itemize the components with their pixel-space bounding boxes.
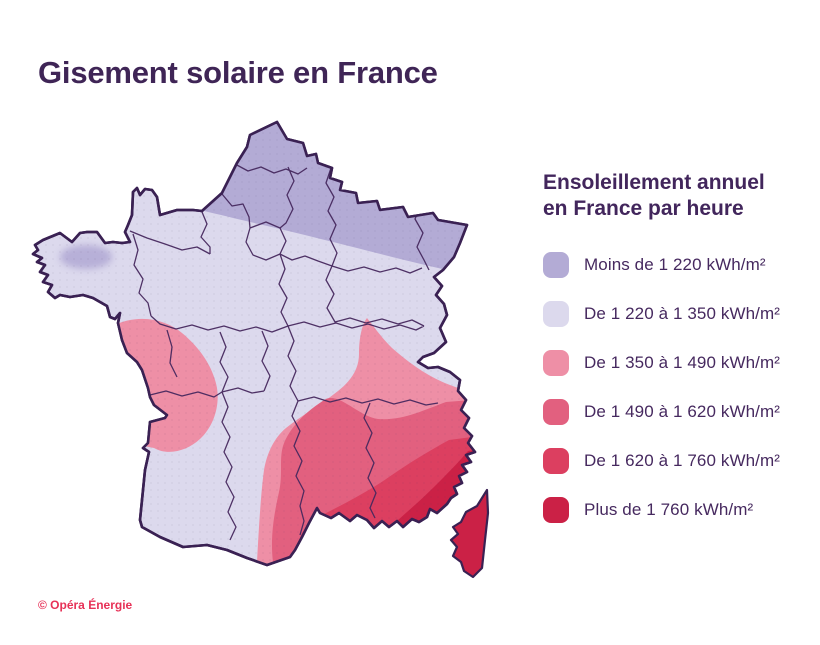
legend-item: Moins de 1 220 kWh/m² (543, 252, 803, 278)
legend: Ensoleillement annuel en France par heur… (543, 170, 803, 523)
legend-item-label: Plus de 1 760 kWh/m² (584, 500, 754, 519)
copyright-credit: © Opéra Énergie (38, 598, 133, 612)
legend-swatch (543, 350, 569, 376)
legend-item: De 1 490 à 1 620 kWh/m² (543, 399, 803, 425)
legend-rows: Moins de 1 220 kWh/m² De 1 220 à 1 350 k… (543, 252, 803, 523)
legend-swatch (543, 497, 569, 523)
map-dot-texture (33, 122, 475, 565)
legend-item: De 1 350 à 1 490 kWh/m² (543, 350, 803, 376)
legend-swatch (543, 399, 569, 425)
corsica (449, 488, 490, 579)
legend-item: De 1 220 à 1 350 kWh/m² (543, 301, 803, 327)
legend-item: De 1 620 à 1 760 kWh/m² (543, 448, 803, 474)
legend-swatch (543, 448, 569, 474)
legend-item-label: De 1 620 à 1 760 kWh/m² (584, 451, 781, 470)
legend-item-label: De 1 490 à 1 620 kWh/m² (584, 402, 781, 421)
legend-item: Plus de 1 760 kWh/m² (543, 497, 803, 523)
legend-item-label: De 1 220 à 1 350 kWh/m² (584, 304, 781, 323)
legend-swatch (543, 252, 569, 278)
legend-item-label: De 1 350 à 1 490 kWh/m² (584, 353, 781, 372)
region-borders (129, 163, 439, 541)
legend-item-label: Moins de 1 220 kWh/m² (584, 255, 766, 274)
legend-swatch (543, 301, 569, 327)
legend-title: Ensoleillement annuel en France par heur… (543, 171, 765, 220)
page-title: Gisement solaire en France (38, 54, 438, 90)
france-map (31, 120, 490, 579)
france-map-container (30, 110, 530, 595)
france-outline (31, 120, 477, 567)
